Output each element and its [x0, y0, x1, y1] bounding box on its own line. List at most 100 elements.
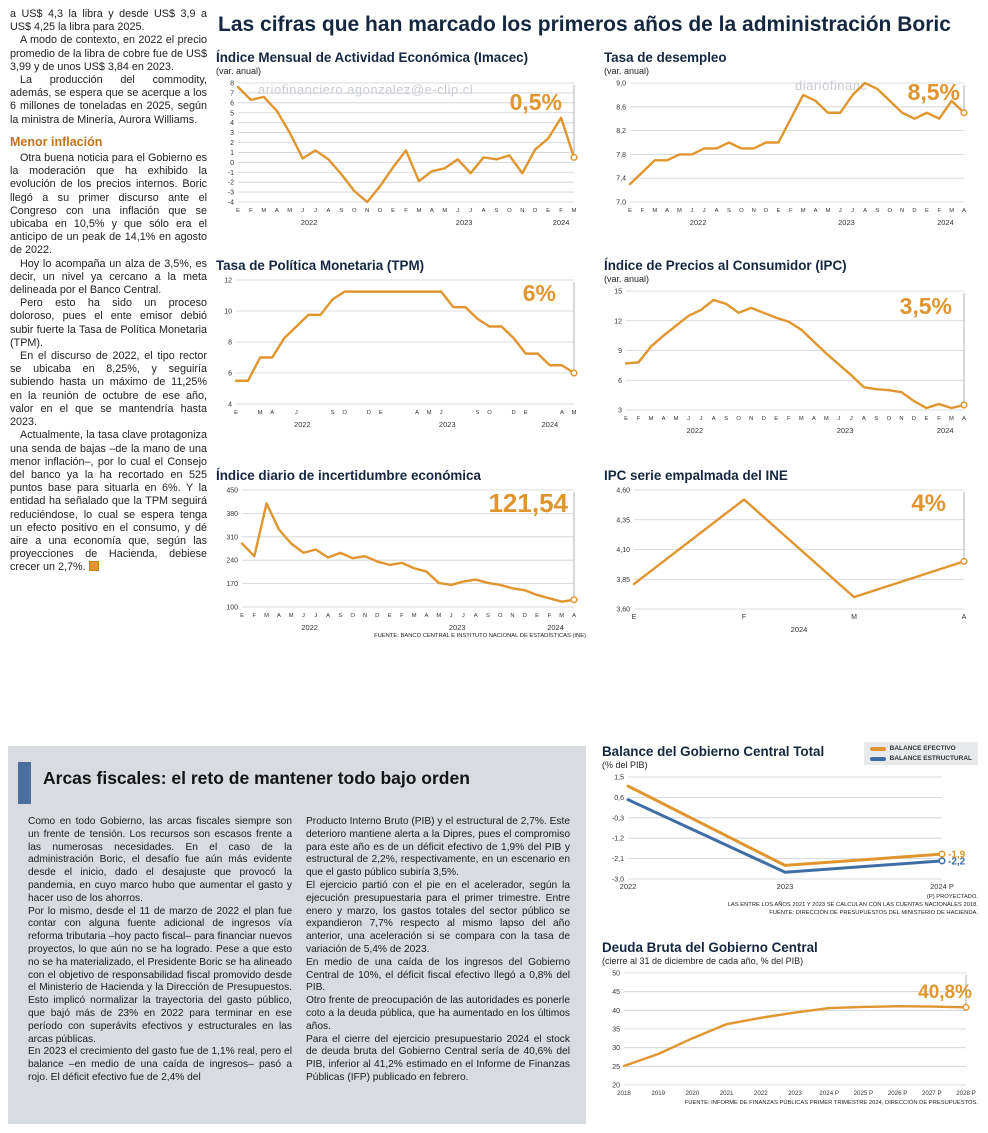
svg-text:J: J	[690, 208, 693, 214]
svg-text:D: D	[375, 613, 379, 619]
fiscal-headline: Arcas fiscales: el reto de mantener todo…	[43, 768, 470, 788]
svg-text:8,2: 8,2	[616, 128, 626, 135]
svg-text:D: D	[764, 208, 768, 214]
svg-text:F: F	[404, 208, 408, 214]
svg-text:A: A	[712, 416, 716, 422]
svg-text:N: N	[520, 208, 524, 214]
svg-text:O: O	[350, 613, 355, 619]
svg-text:J: J	[850, 416, 853, 422]
fiscal-paragraph: En medio de una caída de los ingresos de…	[306, 956, 570, 994]
svg-text:-3: -3	[228, 190, 234, 197]
svg-text:M: M	[799, 416, 804, 422]
article-paragraph: A modo de contexto, en 2022 el precio pr…	[10, 34, 207, 73]
svg-text:A: A	[327, 208, 331, 214]
svg-text:3: 3	[618, 408, 622, 415]
svg-text:M: M	[436, 613, 441, 619]
svg-text:6: 6	[228, 371, 232, 378]
svg-text:A: A	[474, 613, 478, 619]
svg-text:F: F	[400, 613, 404, 619]
chart-subtitle: (var. anual)	[604, 274, 650, 284]
svg-text:M: M	[949, 416, 954, 422]
svg-text:M: M	[801, 208, 806, 214]
svg-text:J: J	[839, 208, 842, 214]
svg-text:35: 35	[612, 1027, 620, 1034]
balance-line-chart: 1,5 0,6 -0,3 -1,2 -2,1 -3,0 2022 2023 2024 P -1,9…	[602, 771, 978, 893]
svg-text:D: D	[762, 416, 766, 422]
svg-text:A: A	[665, 208, 669, 214]
article-paragraph: La producción del commodity, además, se …	[10, 74, 207, 126]
svg-text:J: J	[314, 208, 317, 214]
svg-text:12: 12	[224, 278, 232, 285]
svg-text:-0,3: -0,3	[612, 815, 624, 822]
svg-text:2022: 2022	[690, 218, 707, 227]
svg-text:E: E	[234, 410, 238, 416]
svg-text:2024 P: 2024 P	[819, 1090, 839, 1097]
svg-text:M: M	[652, 208, 657, 214]
svg-text:M: M	[258, 410, 263, 416]
fiscal-paragraph: Como en todo Gobierno, las arcas fiscale…	[28, 816, 292, 904]
svg-text:M: M	[949, 208, 954, 214]
chart-subtitle: (var. anual)	[604, 66, 650, 76]
svg-text:2023: 2023	[439, 420, 456, 429]
svg-text:O: O	[498, 613, 503, 619]
svg-text:50: 50	[612, 971, 620, 978]
svg-text:2024: 2024	[937, 218, 954, 227]
svg-text:2019: 2019	[651, 1090, 665, 1097]
svg-text:2023: 2023	[456, 218, 473, 227]
svg-text:E: E	[236, 208, 240, 214]
svg-text:A: A	[662, 416, 666, 422]
svg-text:-1: -1	[228, 170, 234, 177]
article-paragraph: a US$ 4,3 la libra y desde US$ 3,9 a US$…	[10, 8, 207, 34]
svg-text:A: A	[962, 416, 966, 422]
chart-ipc-ine: IPC serie empalmada del INE 4% 4,60 4,35 4…	[604, 468, 976, 634]
svg-text:-1,9: -1,9	[948, 850, 966, 861]
svg-text:J: J	[295, 410, 298, 416]
svg-text:A: A	[430, 208, 434, 214]
svg-text:3,85: 3,85	[616, 577, 630, 584]
fiscal-paragraph: En 2023 el crecimiento del gasto fue de …	[28, 1046, 292, 1083]
svg-text:S: S	[874, 416, 878, 422]
svg-text:A: A	[814, 208, 818, 214]
balance-efectivo-swatch-icon	[869, 746, 886, 751]
svg-text:-2: -2	[228, 180, 234, 187]
chart-source: FUENTE: INFORME DE FINANZAS PÚBLICAS PRI…	[684, 1100, 978, 1106]
svg-text:A: A	[962, 208, 966, 214]
article-end-marker-icon	[88, 561, 99, 572]
svg-text:J: J	[450, 613, 453, 619]
svg-text:M: M	[572, 208, 577, 214]
svg-text:N: N	[900, 208, 904, 214]
tpm-line-chart: 6% 12 10 8 6 4 E M A J S O D E A M J S O D E A M 2022 2023 2024	[216, 274, 586, 429]
svg-text:A: A	[275, 208, 279, 214]
svg-text:A: A	[425, 613, 429, 619]
svg-text:12: 12	[614, 318, 622, 325]
svg-text:M: M	[824, 416, 829, 422]
svg-text:7,0: 7,0	[616, 200, 626, 207]
chart-footnote: (P) PROYECTADO.	[926, 894, 978, 900]
svg-text:F: F	[787, 416, 791, 422]
svg-text:F: F	[789, 208, 793, 214]
svg-text:O: O	[888, 208, 893, 214]
svg-text:100: 100	[226, 605, 238, 612]
chart-title: IPC serie empalmada del INE	[604, 468, 788, 483]
svg-text:M: M	[649, 416, 654, 422]
main-headline: Las cifras que han marcado los primeros …	[218, 13, 951, 36]
svg-text:2023: 2023	[837, 426, 854, 435]
fiscal-paragraph: El ejercicio partió con el pie en el ace…	[306, 879, 570, 955]
imacec-line-chart: 0,5% 8 7 6 5 4 3 2 1 0 -1 -2 -3 -4 E F M A M J J A S O N D E F M A M J…	[216, 77, 586, 227]
svg-text:A: A	[482, 208, 486, 214]
svg-text:J: J	[440, 410, 443, 416]
svg-text:E: E	[379, 410, 383, 416]
svg-text:E: E	[240, 613, 244, 619]
svg-text:2: 2	[230, 140, 234, 147]
svg-text:O: O	[739, 208, 744, 214]
svg-text:4,60: 4,60	[616, 488, 630, 495]
svg-text:J: J	[456, 208, 459, 214]
svg-text:E: E	[624, 416, 628, 422]
svg-text:J: J	[703, 208, 706, 214]
tpm-latest-value: 6%	[522, 280, 556, 306]
deuda-line-chart: 40,8% 50 45 40 35 30 25 20 2018 2019 2020 2021 2022…	[602, 967, 978, 1099]
svg-text:A: A	[572, 613, 576, 619]
legend-label: BALANCE EFECTIVO	[889, 745, 956, 752]
svg-text:2022: 2022	[620, 882, 637, 891]
